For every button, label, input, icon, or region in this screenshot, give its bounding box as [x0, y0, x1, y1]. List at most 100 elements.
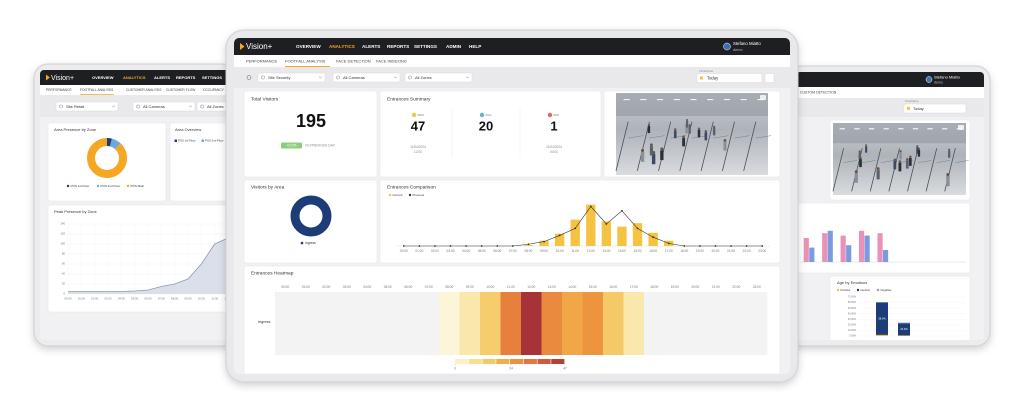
person — [946, 176, 950, 187]
nav-bar — [234, 38, 790, 55]
tab[interactable]: PERFORMANCE — [46, 88, 72, 92]
tab[interactable]: CUSTOMER ANALYSIS — [126, 88, 162, 92]
kpi-change: +0.0% — [286, 144, 296, 148]
bar — [586, 204, 596, 246]
scale-swatch — [468, 359, 482, 364]
legend-label: Negative — [881, 288, 892, 292]
nav-item[interactable]: ALERTS — [362, 44, 380, 49]
camera-button — [958, 125, 964, 130]
dropdown-value[interactable]: Site Retail — [66, 104, 84, 109]
scale-label: 24 — [509, 366, 513, 370]
x-tick-label: 13:00 — [602, 249, 610, 253]
bar — [617, 226, 627, 246]
donut-segment — [106, 138, 112, 147]
user-role: demo — [934, 80, 943, 84]
y-tick-label: 40 — [62, 272, 66, 276]
y-tick-label: 50.00% — [848, 307, 857, 310]
stanchion-rope — [955, 160, 969, 163]
summary-label: MIN — [554, 113, 560, 117]
nav-item[interactable]: ANALYTICS — [123, 75, 146, 80]
heat-cell — [685, 292, 706, 355]
tab[interactable]: OCCUPANCY — [203, 88, 225, 92]
line-point — [574, 227, 577, 230]
column-label: 16:00 — [609, 285, 617, 289]
line-point — [605, 223, 608, 225]
card — [47, 122, 167, 202]
date-icon — [907, 106, 910, 110]
tab[interactable]: FACE INDEXING — [376, 58, 407, 63]
nav-item[interactable]: REPORTS — [387, 44, 409, 49]
scale-swatch — [510, 359, 524, 364]
calendar-button[interactable] — [764, 73, 775, 83]
dropdown-value[interactable]: All Zones — [207, 104, 224, 109]
date-value[interactable]: Today — [707, 75, 719, 80]
chevron — [111, 105, 116, 108]
x-tick-label: 09:00 — [185, 297, 192, 301]
area-fill — [68, 238, 228, 294]
person — [697, 129, 701, 138]
stanchion-rope — [713, 135, 729, 139]
bar — [539, 240, 549, 246]
person-head — [688, 124, 691, 127]
date-value[interactable]: Today — [913, 106, 924, 111]
logo: Vision+ — [246, 42, 273, 51]
x-tick-label: 14:00 — [618, 249, 626, 253]
person-head — [906, 157, 909, 161]
heat-cell — [357, 292, 378, 355]
legend-dot — [876, 288, 880, 292]
x-tick-label: 17:00 — [665, 249, 673, 253]
dropdown-value[interactable]: All Zones — [415, 75, 432, 80]
bar — [883, 250, 889, 262]
nav-item[interactable]: SETTINGS — [414, 44, 437, 49]
x-tick-label: 09:00 — [540, 249, 548, 253]
bar — [859, 230, 865, 262]
gate — [907, 148, 919, 192]
tab[interactable]: FACE DETECTION — [336, 58, 371, 63]
legend-swatch — [174, 139, 177, 142]
tab[interactable]: PERFORMANCE — [246, 58, 277, 63]
heat-cell — [500, 292, 522, 355]
dropdown-value[interactable]: All Cameras — [143, 104, 165, 109]
tab[interactable]: CUSTOMER FLOW — [166, 88, 196, 92]
column-label: 15:00 — [589, 285, 597, 289]
nav-item[interactable]: ANALYTICS — [329, 44, 355, 49]
legend-label: POS Main — [131, 184, 145, 188]
nav-item[interactable]: ALERTS — [154, 75, 170, 80]
x-tick-label: 02:00 — [431, 249, 439, 253]
nav-item[interactable]: OVERVIEW — [296, 44, 321, 49]
person — [905, 160, 909, 169]
tab[interactable]: FOOTFALL ANALYSIS — [285, 58, 326, 63]
dropdown-value[interactable]: All Cameras — [343, 75, 365, 80]
x-tick-label: 10:00 — [198, 297, 205, 301]
nav-item[interactable]: SETTINGS — [202, 75, 222, 80]
person — [865, 146, 868, 153]
stacked-bar — [876, 302, 888, 303]
dropdown-value[interactable]: Site Security — [268, 75, 290, 80]
x-tick-label: 02:00 — [91, 297, 98, 301]
summary-label: AVG — [486, 113, 493, 117]
change-badge — [281, 142, 302, 149]
card-title: Total Visitors — [251, 96, 279, 102]
card — [379, 90, 602, 178]
person-head — [686, 118, 689, 122]
person-head — [660, 147, 664, 151]
card — [243, 90, 378, 178]
gate — [832, 148, 845, 192]
tab[interactable]: FOOTFALL ANALYSIS — [80, 88, 114, 92]
nav-item[interactable]: OVERVIEW — [92, 75, 114, 80]
nav-item[interactable]: ADMIN — [446, 44, 462, 49]
legend-dot — [408, 193, 412, 197]
heat-cell — [603, 292, 624, 355]
chevron — [393, 76, 398, 79]
nav-item[interactable]: REPORTS — [176, 75, 196, 80]
x-tick-label: 15:00 — [634, 249, 642, 253]
heat-cell — [459, 292, 481, 355]
x-tick-label: 06:00 — [493, 249, 501, 253]
y-tick-label: 80 — [62, 252, 66, 256]
tab[interactable]: CUSTOM DETECTION — [800, 91, 837, 95]
nav-item[interactable]: HELP — [469, 44, 481, 49]
x-tick-label: 01:00 — [78, 297, 85, 301]
person — [947, 150, 951, 158]
column-label: 01:00 — [302, 285, 310, 289]
